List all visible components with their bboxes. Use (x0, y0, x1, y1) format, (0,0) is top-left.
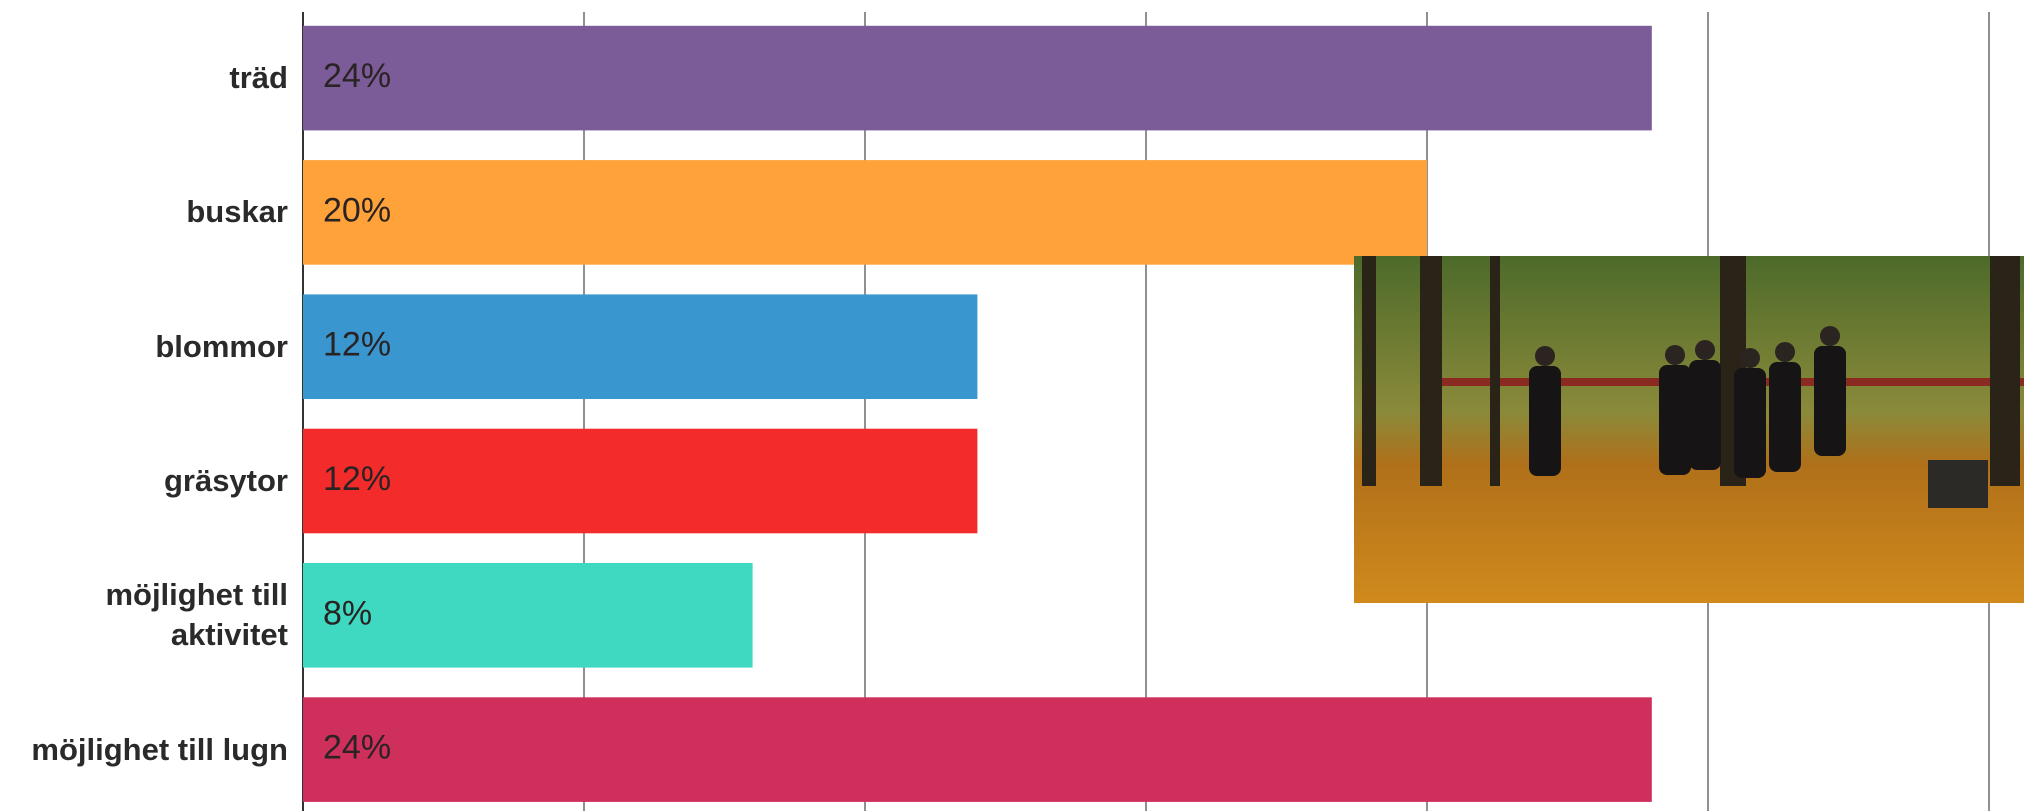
person-head (1820, 326, 1840, 346)
person-head (1665, 345, 1685, 365)
value-label: 24% (323, 57, 391, 95)
category-label: möjlighet till lugn (31, 731, 288, 767)
person-body (1689, 360, 1721, 470)
person-body (1529, 366, 1561, 476)
value-label: 12% (323, 460, 391, 498)
bar (303, 294, 978, 399)
bar (303, 697, 1652, 802)
category-label: gräsytor (163, 462, 288, 498)
category-label: möjlighet till aktivitet (105, 577, 288, 653)
category-label: blommor (155, 328, 288, 364)
person-body (1769, 362, 1801, 472)
bar (303, 428, 978, 534)
value-label: 8% (323, 594, 372, 632)
bar (303, 563, 753, 668)
person-body (1814, 346, 1846, 456)
category-label: buskar (186, 194, 288, 230)
photo (1354, 256, 2024, 603)
value-label: 24% (323, 729, 391, 767)
bar (303, 160, 1427, 265)
tree-trunk (1420, 256, 1442, 486)
value-label: 20% (323, 191, 391, 229)
person-head (1535, 346, 1555, 366)
tree-trunk (1490, 256, 1500, 486)
person-head (1740, 348, 1760, 368)
tree-trunk (1990, 256, 2020, 486)
person-head (1695, 340, 1715, 360)
bench (1928, 460, 1988, 508)
value-label: 12% (323, 326, 391, 364)
bar (303, 25, 1652, 131)
category-label: träd (229, 60, 288, 96)
person-head (1775, 342, 1795, 362)
person-body (1734, 368, 1766, 478)
person-body (1659, 365, 1691, 475)
tree-trunk (1362, 256, 1376, 486)
